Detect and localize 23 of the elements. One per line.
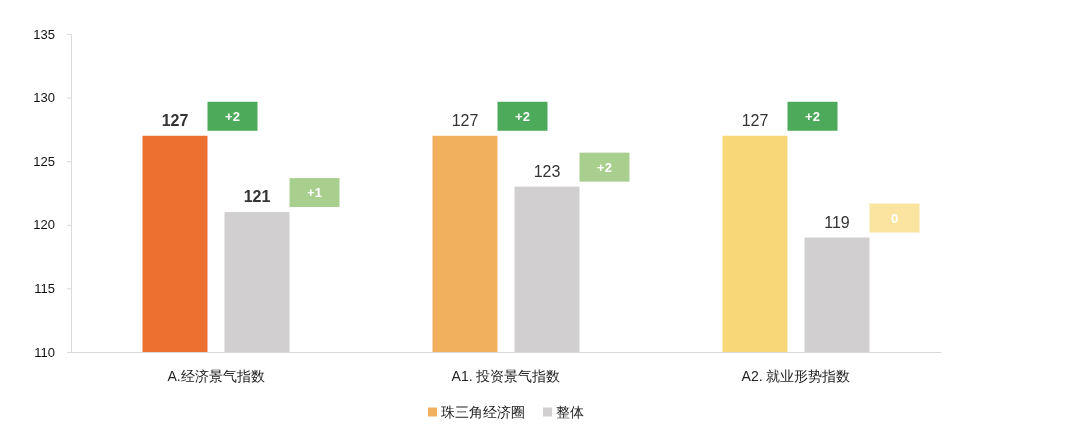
annotation: +2 xyxy=(805,108,820,124)
x-tick-label: A.经济景气指数 xyxy=(167,367,265,384)
annotation: 0 xyxy=(890,210,899,226)
y-tick-label: 120 xyxy=(33,217,55,233)
annotation: +2 xyxy=(597,159,612,175)
y-tick-label: 110 xyxy=(34,344,55,360)
data-label: 123 xyxy=(533,162,561,180)
x-tick-label: A1. 投资景气指数 xyxy=(451,367,561,384)
legend-label: 整体 xyxy=(556,403,584,420)
data-label: 127 xyxy=(741,111,769,129)
y-tick-label: 115 xyxy=(34,281,55,297)
data-label: 127 xyxy=(161,111,189,129)
y-tick-label: 125 xyxy=(33,153,55,169)
data-label: 127 xyxy=(451,111,479,129)
annotation: +2 xyxy=(515,108,530,124)
data-label: 121 xyxy=(243,188,271,206)
x-tick-label: A2. 就业形势指数 xyxy=(741,367,851,384)
annotation: +1 xyxy=(307,185,322,201)
y-tick-label: 135 xyxy=(33,26,55,42)
annotation: +2 xyxy=(225,108,240,124)
y-tick-label: 130 xyxy=(33,90,55,106)
legend-label: 珠三角经济圈 xyxy=(441,403,525,420)
data-label: 119 xyxy=(824,213,850,231)
